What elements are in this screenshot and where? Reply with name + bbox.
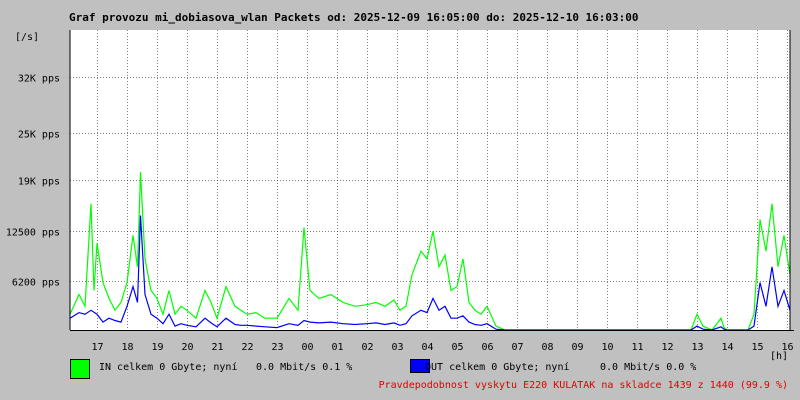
series-line-out	[69, 215, 791, 331]
y-tick-label: 25K pps	[18, 130, 60, 141]
x-tick-label: 00	[301, 342, 313, 353]
x-tick-label: 04	[421, 342, 433, 353]
x-tick-label: 14	[721, 342, 733, 353]
warning-text: Pravdepodobnost vyskytu E220 KULATAK na …	[378, 380, 788, 391]
legend-out-label: OUT celkem 0 Gbyte; nyní	[425, 362, 570, 373]
plot-area	[70, 30, 790, 330]
x-tick-label: 22	[241, 342, 253, 353]
x-tick-label: 05	[451, 342, 463, 353]
y-tick-label: 32K pps	[18, 74, 60, 85]
grid	[70, 30, 790, 330]
axes	[69, 30, 794, 331]
x-axis-label: [h]	[770, 351, 788, 362]
x-tick-label: 21	[211, 342, 223, 353]
series-line-in	[69, 172, 791, 331]
x-tick-label: 17	[91, 342, 103, 353]
x-tick-label: 07	[511, 342, 523, 353]
x-tick-label: 20	[181, 342, 193, 353]
x-tick-label: 23	[271, 342, 283, 353]
x-tick-label: 11	[631, 342, 643, 353]
legend-in-current: 0.0 Mbit/s 0.1 %	[256, 362, 353, 373]
y-tick-label: 19K pps	[18, 177, 60, 188]
x-tick-label: 10	[601, 342, 613, 353]
y-axis-label: [/s]	[15, 32, 39, 43]
x-tick-label: 13	[691, 342, 703, 353]
y-tick-label: 6200 pps	[12, 278, 60, 289]
legend-out-swatch	[410, 359, 430, 373]
legend-in-swatch	[70, 359, 90, 379]
legend-out-current: 0.0 Mbit/s 0.0 %	[600, 362, 697, 373]
chart-title: Graf provozu mi_dobiasova_wlan Packets o…	[69, 11, 639, 24]
x-tick-label: 15	[751, 342, 763, 353]
series-layer	[69, 172, 791, 331]
tick-labels: 6200 pps 12500 pps 19K pps 25K pps 32K pps 17…	[6, 32, 794, 362]
x-tick-label: 08	[541, 342, 553, 353]
x-tick-label: 18	[121, 342, 133, 353]
x-tick-label: 16	[781, 342, 793, 353]
x-tick-label: 09	[571, 342, 583, 353]
x-tick-label: 12	[661, 342, 673, 353]
x-tick-label: 02	[361, 342, 373, 353]
x-tick-label: 19	[151, 342, 163, 353]
x-tick-label: 06	[481, 342, 493, 353]
y-tick-label: 12500 pps	[6, 228, 60, 239]
x-tick-label: 03	[391, 342, 403, 353]
legend-in-label: IN celkem 0 Gbyte; nyní	[99, 362, 238, 373]
x-tick-label: 01	[331, 342, 343, 353]
